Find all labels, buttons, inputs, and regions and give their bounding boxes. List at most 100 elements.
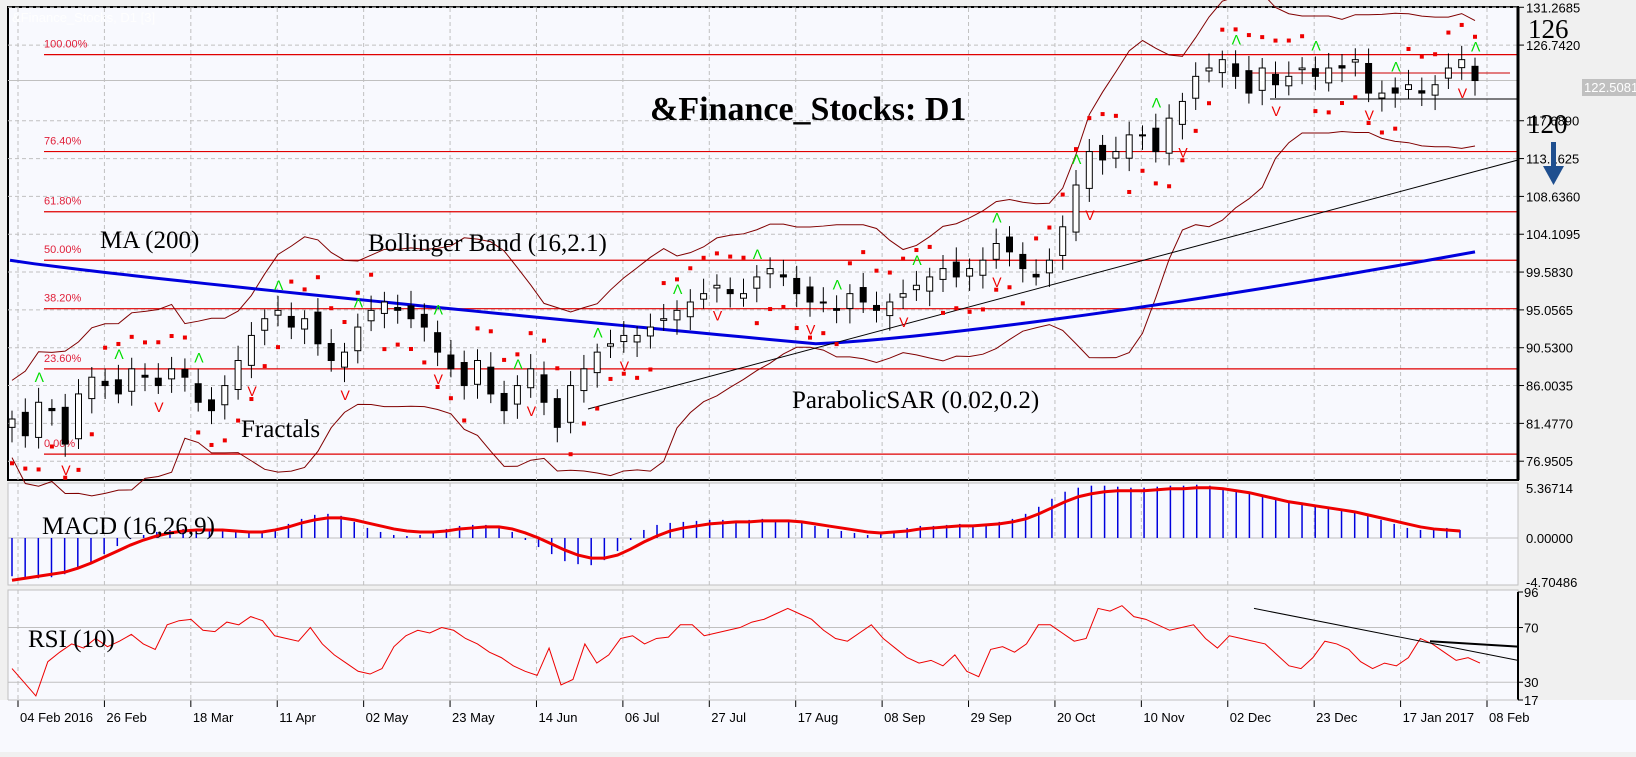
rsi-panel[interactable] <box>7 589 1519 701</box>
svg-text:122.5081: 122.5081 <box>1584 80 1636 95</box>
trend-lines <box>587 72 1519 410</box>
svg-text:30: 30 <box>1524 675 1538 690</box>
svg-text:14 Jun: 14 Jun <box>538 710 577 725</box>
svg-text:Λ: Λ <box>912 252 922 268</box>
svg-text:23 Dec: 23 Dec <box>1316 710 1358 725</box>
svg-text:V: V <box>154 399 164 415</box>
svg-text:131.2685: 131.2685 <box>1526 0 1580 15</box>
svg-text:38.20%: 38.20% <box>44 293 82 305</box>
svg-text:17 Jan 2017: 17 Jan 2017 <box>1403 710 1475 725</box>
fibonacci-retracement: 100.00% 76.40% 61.80% 50.00% 38.20% 23.60% 0.0… <box>44 39 1518 455</box>
rsi-label: RSI (10) <box>28 626 115 653</box>
down-arrow-icon <box>1543 142 1564 185</box>
candlesticks <box>8 45 1479 457</box>
svg-text:104.1095: 104.1095 <box>1526 227 1580 242</box>
svg-text:18 Mar: 18 Mar <box>193 710 234 725</box>
svg-text:Λ: Λ <box>593 325 603 341</box>
svg-text:17: 17 <box>1524 693 1538 708</box>
svg-text:90.5300: 90.5300 <box>1526 341 1573 356</box>
svg-text:11 Apr: 11 Apr <box>279 710 316 725</box>
svg-text:Λ: Λ <box>673 281 683 297</box>
svg-text:99.5830: 99.5830 <box>1526 265 1573 280</box>
fractal-markers: Λ V Λ V Λ V Λ V Λ Λ V Λ V Λ V Λ V Λ V Λ V Λ Λ V Λ V Λ V Λ V Λ V Λ V Λ <box>35 31 1481 478</box>
svg-text:Λ: Λ <box>833 276 843 292</box>
svg-text:V: V <box>992 274 1002 290</box>
svg-text:04 Feb 2016: 04 Feb 2016 <box>20 710 93 725</box>
svg-text:08 Feb: 08 Feb <box>1489 710 1529 725</box>
ma200-line <box>9 250 1476 346</box>
svg-text:V: V <box>341 387 351 403</box>
svg-text:27 Jul: 27 Jul <box>711 710 746 725</box>
svg-text:08 Sep: 08 Sep <box>884 710 925 725</box>
svg-text:23 May: 23 May <box>452 710 495 725</box>
svg-text:126.7420: 126.7420 <box>1526 38 1580 53</box>
svg-text:Λ: Λ <box>35 369 45 385</box>
svg-text:76.40%: 76.40% <box>44 136 82 148</box>
svg-text:Λ: Λ <box>513 356 523 372</box>
svg-text:26 Feb: 26 Feb <box>106 710 146 725</box>
sar-label: ParabolicSAR (0.02,0.2) <box>792 387 1039 414</box>
svg-text:17 Aug: 17 Aug <box>798 710 839 725</box>
svg-text:Λ: Λ <box>354 295 364 311</box>
svg-text:29 Sep: 29 Sep <box>971 710 1012 725</box>
resistance-label: 126 <box>1528 14 1569 44</box>
svg-text:76.9505: 76.9505 <box>1526 454 1573 469</box>
parabolic-sar-dots <box>10 22 1477 480</box>
price-panel[interactable] <box>7 6 1519 481</box>
rsi-series <box>11 605 1519 697</box>
svg-text:96: 96 <box>1524 585 1538 600</box>
svg-text:10 Nov: 10 Nov <box>1143 710 1185 725</box>
svg-text:Λ: Λ <box>1391 58 1401 74</box>
svg-text:Λ: Λ <box>1152 95 1162 111</box>
support-label: 120 <box>1527 109 1568 139</box>
svg-text:V: V <box>1458 85 1468 101</box>
macd-series <box>11 484 1461 582</box>
svg-text:108.6360: 108.6360 <box>1526 189 1580 204</box>
svg-text:V: V <box>1365 107 1375 123</box>
svg-text:V: V <box>620 358 630 374</box>
bollinger-label: Bollinger Band (16,2.1) <box>368 230 607 257</box>
svg-text:V: V <box>713 307 723 323</box>
macd-label: MACD (16,26,9) <box>42 513 215 540</box>
svg-text:117.6890: 117.6890 <box>1526 114 1579 129</box>
ma-label: MA (200) <box>100 227 199 254</box>
time-axis: 04 Feb 2016 26 Feb 18 Mar 11 Apr 02 May 23 Ma… <box>8 699 1529 725</box>
svg-text:5.36714: 5.36714 <box>1526 481 1573 496</box>
svg-text:50.00%: 50.00% <box>44 244 82 256</box>
svg-text:Λ: Λ <box>1471 39 1481 55</box>
svg-text:02 Dec: 02 Dec <box>1230 710 1272 725</box>
svg-text:0.00%: 0.00% <box>44 438 75 450</box>
svg-text:95.0565: 95.0565 <box>1526 303 1573 318</box>
svg-text:100.00%: 100.00% <box>44 39 88 51</box>
svg-text:Λ: Λ <box>992 210 1002 226</box>
svg-text:81.4770: 81.4770 <box>1526 416 1573 431</box>
svg-text:70: 70 <box>1524 621 1538 636</box>
svg-text:V: V <box>899 314 909 330</box>
svg-text:Λ: Λ <box>1072 151 1082 167</box>
svg-text:23.60%: 23.60% <box>44 353 82 365</box>
svg-text:86.0035: 86.0035 <box>1526 379 1573 394</box>
svg-text:02 May: 02 May <box>366 710 409 725</box>
svg-text:Λ: Λ <box>1311 37 1321 53</box>
window-caption: &Finance_Stocks, D1 [3] <box>12 10 155 25</box>
svg-text:Λ: Λ <box>1232 31 1242 47</box>
svg-text:Λ: Λ <box>194 350 204 366</box>
svg-text:Λ: Λ <box>753 246 763 262</box>
svg-text:Λ: Λ <box>434 302 444 318</box>
svg-text:61.80%: 61.80% <box>44 196 82 208</box>
current-price-tag: 122.5081 <box>1582 79 1636 96</box>
svg-text:Λ: Λ <box>114 346 124 362</box>
grid-lines <box>8 6 1518 700</box>
svg-text:V: V <box>806 322 816 338</box>
svg-text:0.00000: 0.00000 <box>1526 531 1573 546</box>
svg-text:Λ: Λ <box>274 277 284 293</box>
price-axis: 131.2685126.7420117.6890113.1625108.6360… <box>1516 0 1580 708</box>
svg-text:06 Jul: 06 Jul <box>625 710 660 725</box>
svg-text:V: V <box>247 383 257 399</box>
svg-text:V: V <box>1272 103 1282 119</box>
svg-text:V: V <box>527 403 537 419</box>
svg-text:V: V <box>1085 207 1095 223</box>
svg-text:V: V <box>1178 144 1188 160</box>
